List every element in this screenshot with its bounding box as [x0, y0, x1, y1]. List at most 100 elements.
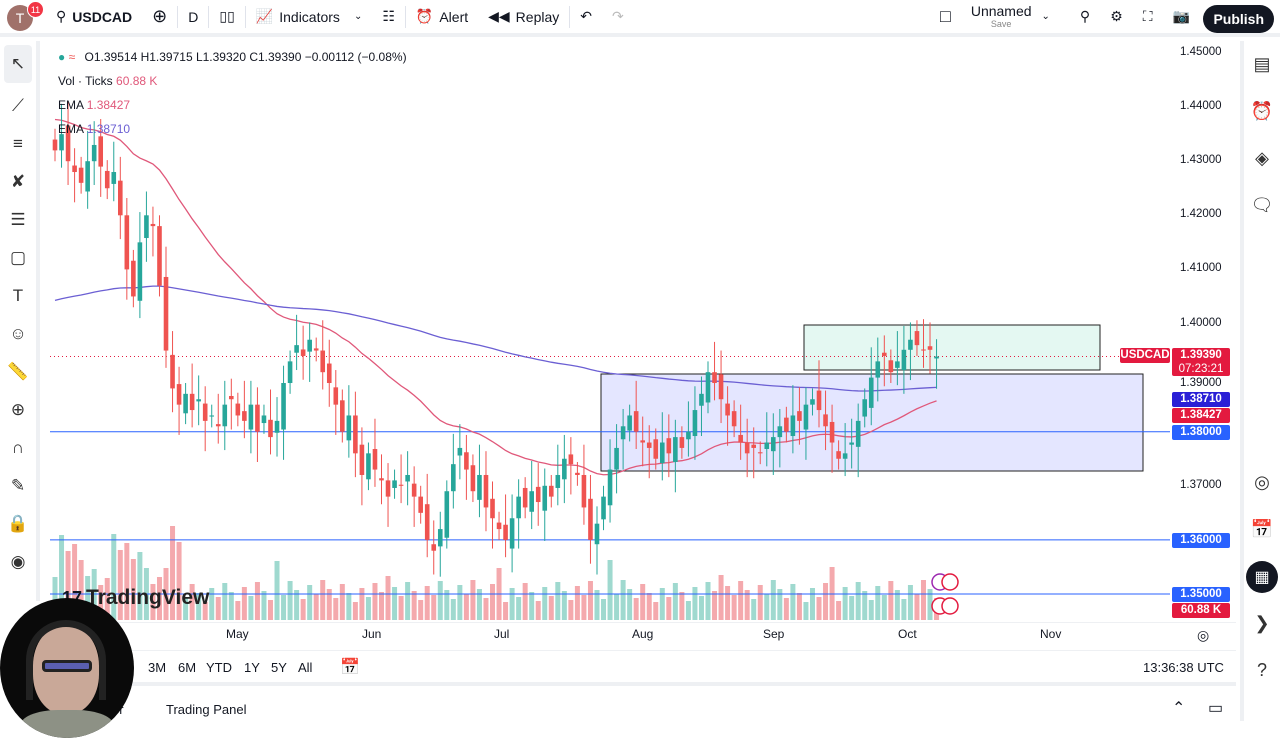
- settings-button[interactable]: ⚙: [1100, 0, 1133, 35]
- undo-button[interactable]: ↶: [570, 0, 602, 35]
- grid-icon: ☷: [382, 8, 395, 24]
- divider: [244, 5, 246, 28]
- templates-button[interactable]: ☷: [372, 0, 405, 35]
- utc-clock[interactable]: 13:36:38 UTC: [1143, 660, 1224, 675]
- horizontal-lines-icon[interactable]: ≡: [13, 134, 23, 153]
- quick-search-button[interactable]: ⚲: [1070, 0, 1100, 35]
- publish-button[interactable]: Publish: [1203, 5, 1274, 33]
- volume-bar: [320, 580, 326, 620]
- volume-bar: [222, 583, 228, 620]
- candle-body: [431, 544, 437, 551]
- fib-icon[interactable]: ☰: [10, 210, 26, 229]
- range-3m[interactable]: 3M: [148, 660, 167, 675]
- volume-bar: [927, 589, 933, 620]
- volume-bar: [463, 594, 469, 620]
- volume-bar: [653, 602, 659, 620]
- pattern-icon[interactable]: ✘: [10, 172, 26, 191]
- rectangle-icon[interactable]: ▢: [9, 248, 27, 267]
- candle-body: [359, 444, 365, 475]
- interval-button[interactable]: D: [188, 8, 199, 25]
- candle-body: [777, 426, 783, 438]
- price-tick: 1.41000: [1180, 262, 1222, 275]
- volume-bar: [379, 592, 384, 620]
- ruler-icon[interactable]: 📏: [7, 362, 29, 381]
- alerts-clock-icon[interactable]: ⏰: [1250, 101, 1274, 121]
- candle-body: [601, 496, 606, 520]
- candle-body: [509, 518, 515, 549]
- watchlist-icon[interactable]: ▤: [1253, 54, 1271, 74]
- candle-body: [888, 360, 894, 373]
- range-6m[interactable]: 6M: [178, 660, 197, 675]
- replay-button[interactable]: ◀◀ Replay: [478, 0, 569, 35]
- candle-body: [718, 374, 724, 400]
- ema-legend-1[interactable]: EMA 1.38427: [58, 98, 130, 112]
- zoom-icon[interactable]: ⊕: [10, 400, 26, 419]
- webcam-overlay: [0, 598, 134, 738]
- price-tick: 1.43000: [1180, 154, 1222, 167]
- target-icon[interactable]: ◎: [1254, 472, 1270, 492]
- chevron-up-icon[interactable]: ⌃: [1172, 700, 1186, 717]
- eye-icon[interactable]: ◉: [10, 552, 26, 571]
- volume-value: 60.88 K: [116, 74, 158, 88]
- emoji-icon[interactable]: ☺: [9, 324, 27, 343]
- ema-legend-2[interactable]: EMA 1.38710: [58, 122, 130, 136]
- time-axis[interactable]: [40, 622, 1236, 646]
- trend-line-icon[interactable]: ⟋: [12, 96, 24, 115]
- redo-button[interactable]: ↷: [602, 0, 634, 35]
- volume-bar: [855, 582, 861, 620]
- range-5y[interactable]: 5Y: [271, 660, 287, 675]
- snapshot-button[interactable]: 📷: [1163, 0, 1200, 35]
- signal-icon[interactable]: ❯: [1254, 613, 1270, 633]
- divider: [208, 5, 210, 28]
- candle-body: [209, 415, 215, 417]
- range-ytd[interactable]: YTD: [206, 660, 232, 675]
- alert-button[interactable]: ⏰ Alert: [406, 0, 478, 35]
- go-to-date-icon[interactable]: 📅: [340, 659, 360, 676]
- symbol-search-button[interactable]: ⚲ USDCAD: [46, 0, 142, 35]
- text-icon[interactable]: T: [12, 286, 24, 305]
- layout-name-button[interactable]: Unnamed Save: [961, 0, 1042, 35]
- volume-bar: [640, 584, 646, 620]
- help-icon[interactable]: ?: [1256, 660, 1267, 680]
- volume-bar: [783, 598, 789, 620]
- lock-icon[interactable]: 🔒: [7, 514, 29, 533]
- indicators-button[interactable]: 📈 Indicators ⌄: [246, 0, 373, 35]
- price-chart[interactable]: [0, 0, 1170, 620]
- volume-bar: [568, 600, 574, 620]
- volume-bar: [914, 594, 920, 620]
- tab-trading-panel[interactable]: Trading Panel: [166, 702, 247, 717]
- layout-toggle-button[interactable]: □: [930, 0, 961, 35]
- candle-body: [816, 390, 822, 411]
- hline-label-1: 1.38000: [1172, 425, 1230, 440]
- plus-circle-icon: ⊕: [152, 6, 168, 26]
- chat-icon[interactable]: 🗨: [1250, 195, 1274, 215]
- volume-bar: [444, 590, 450, 620]
- maximize-panel-icon[interactable]: ▭: [1208, 700, 1224, 717]
- volume-bar: [405, 582, 411, 620]
- compare-symbol-button[interactable]: ⊕: [142, 0, 177, 35]
- price-axis[interactable]: 1.45000 1.44000 1.43000 1.42000 1.41000 1.400…: [1170, 41, 1236, 626]
- chevron-down-icon[interactable]: ⌄: [1041, 11, 1050, 22]
- volume-bar: [503, 602, 509, 620]
- pencil-lock-icon[interactable]: ✎: [10, 476, 26, 495]
- candle-body: [346, 415, 352, 441]
- candle-body: [287, 361, 293, 384]
- layers-icon[interactable]: ◈: [1255, 148, 1269, 168]
- apps-grid-icon[interactable]: ▦: [1244, 553, 1280, 600]
- axis-settings-icon[interactable]: ◎: [1197, 627, 1210, 643]
- volume-bar: [672, 583, 678, 620]
- volume-bar: [685, 601, 691, 620]
- volume-bar: [248, 596, 254, 620]
- fullscreen-button[interactable]: ⛶: [1133, 0, 1163, 35]
- time-label: Jun: [362, 627, 382, 641]
- volume-bar: [137, 552, 143, 620]
- range-1y[interactable]: 1Y: [244, 660, 260, 675]
- chart-type-button[interactable]: ▯▯: [209, 0, 244, 35]
- volume-bar: [920, 580, 926, 620]
- calendar-icon[interactable]: 📅: [1250, 519, 1274, 539]
- candle-body: [797, 411, 802, 421]
- magnet-icon[interactable]: ∩: [11, 438, 25, 457]
- candle-body: [457, 447, 463, 456]
- range-all[interactable]: All: [298, 660, 313, 675]
- cursor-icon[interactable]: ↖: [4, 45, 32, 83]
